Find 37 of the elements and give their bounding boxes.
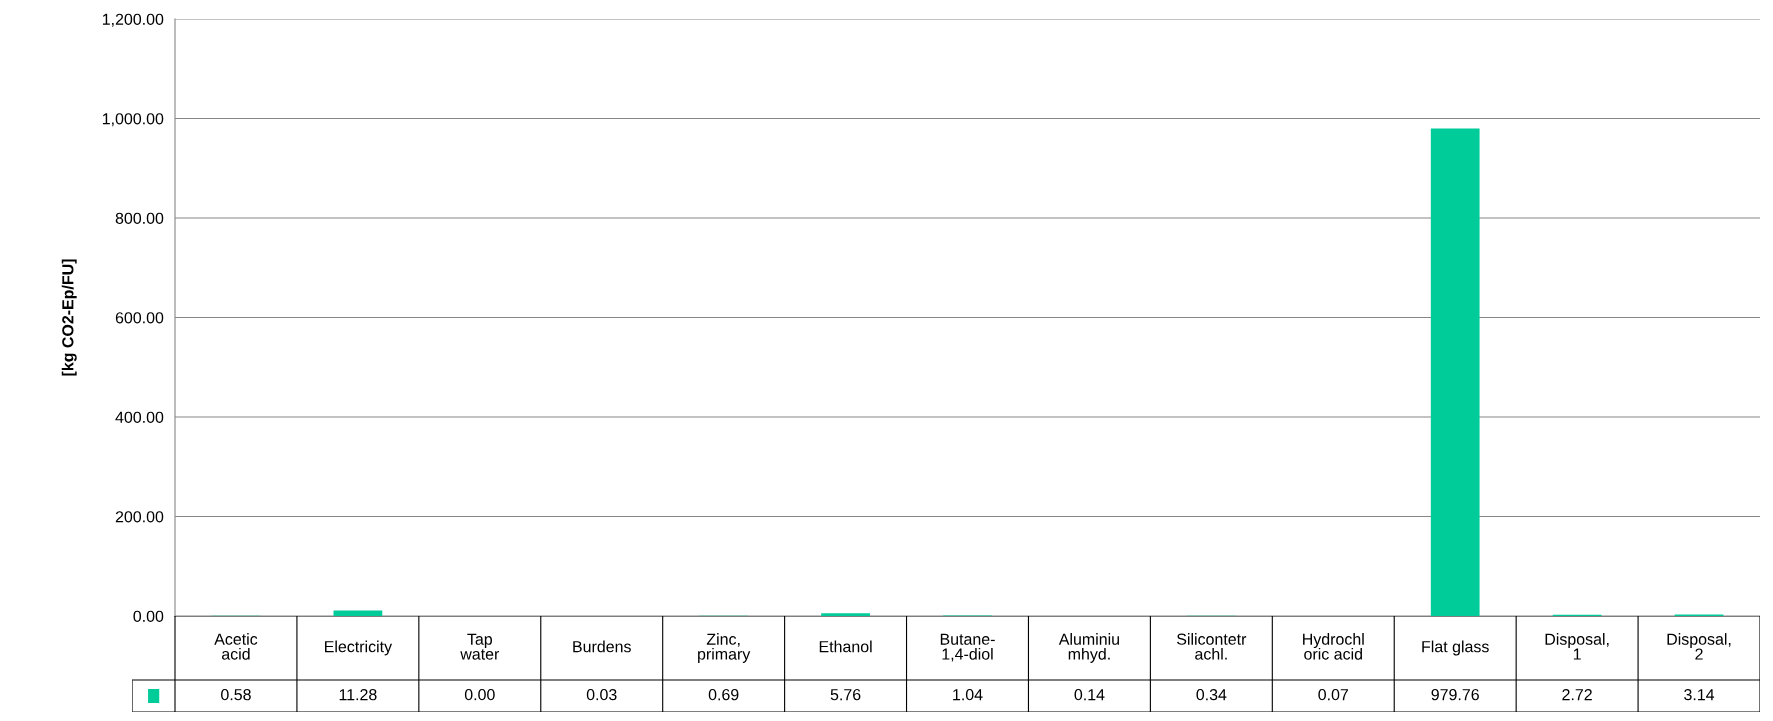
y-tick-label: 1,000.00 bbox=[102, 113, 164, 127]
data-label: 0.00 bbox=[464, 688, 495, 701]
y-tick-label: 1,200.00 bbox=[102, 13, 164, 27]
x-tick-label: Disposal, 2 bbox=[1667, 633, 1731, 660]
data-label: 5.76 bbox=[830, 688, 861, 701]
x-tick-label: Disposal, 1 bbox=[1545, 633, 1609, 660]
y-tick-label: 400.00 bbox=[115, 411, 164, 423]
x-tick-label: Acetic acid bbox=[214, 633, 258, 660]
data-label: 0.69 bbox=[708, 688, 739, 701]
y-tick-label: 800.00 bbox=[115, 212, 164, 224]
data-label: 1.04 bbox=[953, 688, 983, 701]
x-tick-label: Flat glass bbox=[1422, 640, 1489, 656]
data-label: 0.07 bbox=[1318, 688, 1349, 701]
x-tick-label: Electricity bbox=[325, 640, 393, 656]
x-tick-label: Zinc, primary bbox=[698, 633, 751, 663]
data-label: 0.14 bbox=[1074, 688, 1105, 701]
data-label: 979.76 bbox=[1431, 688, 1479, 701]
x-tick-label: Aluminiu mhyd. bbox=[1058, 633, 1119, 663]
bar bbox=[333, 610, 383, 616]
data-label: 11.28 bbox=[339, 688, 377, 701]
y-tick-label: 0.00 bbox=[133, 610, 164, 622]
bar bbox=[821, 613, 870, 616]
x-tick-label: Silicontetr achl. bbox=[1177, 633, 1247, 660]
x-tick-label: Tap water bbox=[460, 633, 500, 660]
data-label: 3.14 bbox=[1684, 688, 1715, 701]
x-tick-label: Burdens bbox=[573, 640, 631, 653]
data-label: 0.03 bbox=[586, 688, 617, 701]
y-tick-label: 600.00 bbox=[115, 312, 164, 324]
x-tick-label: Ethanol bbox=[819, 640, 872, 653]
data-label: 0.34 bbox=[1196, 688, 1227, 701]
data-label: 0.58 bbox=[221, 688, 251, 701]
bar bbox=[1430, 128, 1480, 616]
x-tick-label: Hydrochl oric acid bbox=[1303, 633, 1364, 660]
x-tick-label: Butane- 1,4-diol bbox=[940, 633, 995, 662]
y-tick-label: 200.00 bbox=[115, 511, 164, 523]
data-label: 2.72 bbox=[1562, 688, 1592, 701]
y-axis-title: [kg CO2-Ep/FU] bbox=[61, 259, 77, 376]
